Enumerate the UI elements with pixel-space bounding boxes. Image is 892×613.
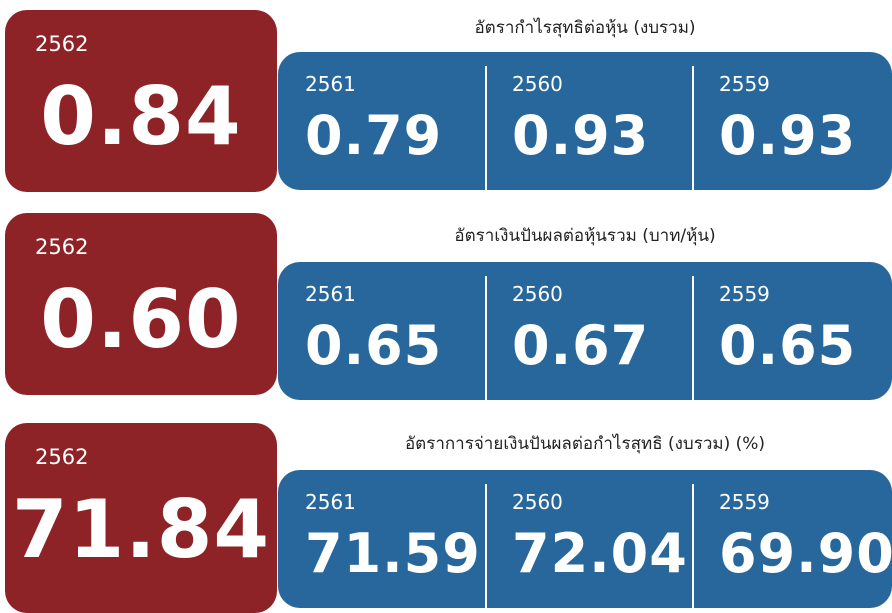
current-card: 2562 71.84 [5,423,277,613]
previous-item: 2561 71.59 [278,470,485,608]
previous-card: 2561 71.59 2560 72.04 2559 69.90 [278,470,892,608]
current-card: 2562 0.60 [5,213,277,395]
current-card: 2562 0.84 [5,10,277,192]
previous-item: 2560 0.67 [485,262,692,400]
previous-year: 2560 [512,490,563,514]
divider [485,484,487,608]
section-title: อัตราเงินปันผลต่อหุ้นรวม (บาท/หุ้น) [454,226,716,246]
previous-value: 72.04 [512,522,688,585]
current-year: 2562 [35,445,89,469]
current-year: 2562 [35,235,89,259]
divider [692,66,694,190]
previous-item: 2559 0.65 [692,262,892,400]
divider [485,66,487,190]
previous-value: 0.93 [512,104,650,167]
previous-item: 2560 0.93 [485,52,692,190]
section-title: อัตรากำไรสุทธิต่อหุ้น (งบรวม) [474,18,696,38]
divider [692,484,694,608]
previous-item: 2559 69.90 [692,470,892,608]
previous-value: 0.65 [305,314,443,377]
current-value: 71.84 [11,483,271,576]
previous-value: 0.93 [719,104,857,167]
previous-value: 0.67 [512,314,650,377]
previous-value: 69.90 [719,522,892,585]
previous-year: 2559 [719,490,770,514]
previous-value: 0.65 [719,314,857,377]
previous-item: 2559 0.93 [692,52,892,190]
previous-item: 2561 0.65 [278,262,485,400]
previous-year: 2561 [305,490,356,514]
previous-year: 2559 [719,72,770,96]
previous-item: 2560 72.04 [485,470,692,608]
current-value: 0.60 [40,273,242,366]
divider [692,276,694,400]
previous-value: 71.59 [305,522,481,585]
current-year: 2562 [35,32,89,56]
previous-year: 2559 [719,282,770,306]
previous-value: 0.79 [305,104,443,167]
divider [485,276,487,400]
previous-year: 2560 [512,282,563,306]
previous-year: 2560 [512,72,563,96]
previous-card: 2561 0.79 2560 0.93 2559 0.93 [278,52,892,190]
previous-year: 2561 [305,282,356,306]
previous-item: 2561 0.79 [278,52,485,190]
previous-card: 2561 0.65 2560 0.67 2559 0.65 [278,262,892,400]
section-title: อัตราการจ่ายเงินปันผลต่อกำไรสุทธิ (งบรวม… [404,434,766,454]
current-value: 0.84 [40,70,242,163]
previous-year: 2561 [305,72,356,96]
